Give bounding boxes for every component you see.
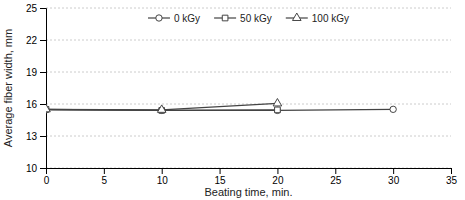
tick-label: 22	[26, 35, 38, 46]
tick-label: 19	[26, 67, 38, 78]
tick-label: 0	[44, 175, 50, 186]
y-axis-title: Average fiber width, mm	[2, 29, 14, 147]
data-layer	[46, 99, 396, 114]
tick: 19	[26, 67, 46, 78]
marker	[157, 105, 166, 112]
legend-item: 50 kGy	[214, 13, 272, 24]
axis-domain	[40, 9, 47, 169]
grid-line	[46, 8, 451, 9]
tick: 13	[26, 131, 46, 142]
tick-mark	[40, 8, 46, 9]
tick-label: 25	[330, 175, 342, 186]
tick-label: 5	[102, 175, 108, 186]
tick-mark	[277, 168, 278, 174]
tick: 10	[157, 168, 169, 186]
tick-label: 25	[26, 3, 38, 14]
x-axis-title: Beating time, min.	[204, 186, 292, 198]
tick-mark	[451, 168, 452, 174]
legend-label: 100 kGy	[312, 13, 349, 24]
tick-mark	[162, 168, 163, 174]
marker	[390, 106, 396, 112]
tick: 5	[102, 168, 108, 186]
tick: 20	[272, 168, 284, 186]
tick: 35	[446, 168, 458, 186]
tick: 22	[26, 35, 46, 46]
grid-line	[46, 72, 451, 73]
legend-item: 100 kGy	[286, 13, 349, 24]
tick-label: 16	[26, 99, 38, 110]
tick-label: 30	[388, 175, 400, 186]
grid	[46, 8, 451, 168]
tick-mark	[393, 168, 394, 174]
tick-mark	[104, 168, 105, 174]
tick: 15	[215, 168, 227, 186]
legend-item: 0 kGy	[148, 13, 200, 24]
tick: 0	[44, 168, 50, 186]
tick-mark	[40, 136, 46, 137]
tick-label: 10	[157, 175, 169, 186]
grid-line	[46, 40, 451, 41]
tick: 25	[26, 3, 46, 14]
legend-symbol	[222, 15, 228, 21]
legend-symbol	[292, 13, 301, 20]
legend-label: 50 kGy	[240, 13, 272, 24]
tick-mark	[40, 104, 46, 105]
tick-label: 13	[26, 131, 38, 142]
tick-label: 15	[215, 175, 227, 186]
chart: 0 5 10 15 20 25 30 35 10 13 16 19 22 25 0 kGy 50 kGy 100…	[0, 0, 465, 200]
tick: 10	[26, 163, 46, 174]
tick: 30	[388, 168, 400, 186]
y-axis: 10 13 16 19 22 25	[26, 3, 47, 174]
tick-mark	[40, 40, 46, 41]
plot: 0 5 10 15 20 25 30 35 10 13 16 19 22 25 0 kGy 50 kGy 100…	[26, 3, 458, 186]
marker	[274, 107, 280, 113]
grid-line	[46, 104, 451, 105]
tick-mark	[220, 168, 221, 174]
marker	[275, 107, 281, 113]
legend-label: 0 kGy	[174, 13, 200, 24]
tick-label: 35	[446, 175, 458, 186]
tick-mark	[40, 72, 46, 73]
tick-mark	[335, 168, 336, 174]
tick-mark	[40, 168, 46, 169]
grid-line	[46, 136, 451, 137]
legend-symbol	[156, 15, 162, 21]
tick: 25	[330, 168, 342, 186]
axis-domain	[47, 169, 452, 175]
tick-label: 10	[26, 163, 38, 174]
tick-label: 20	[272, 175, 284, 186]
legend: 0 kGy 50 kGy 100 kGy	[148, 13, 349, 24]
tick: 16	[26, 99, 46, 110]
x-axis: 0 5 10 15 20 25 30 35	[44, 168, 458, 186]
marker	[273, 99, 282, 106]
marker	[46, 104, 50, 111]
